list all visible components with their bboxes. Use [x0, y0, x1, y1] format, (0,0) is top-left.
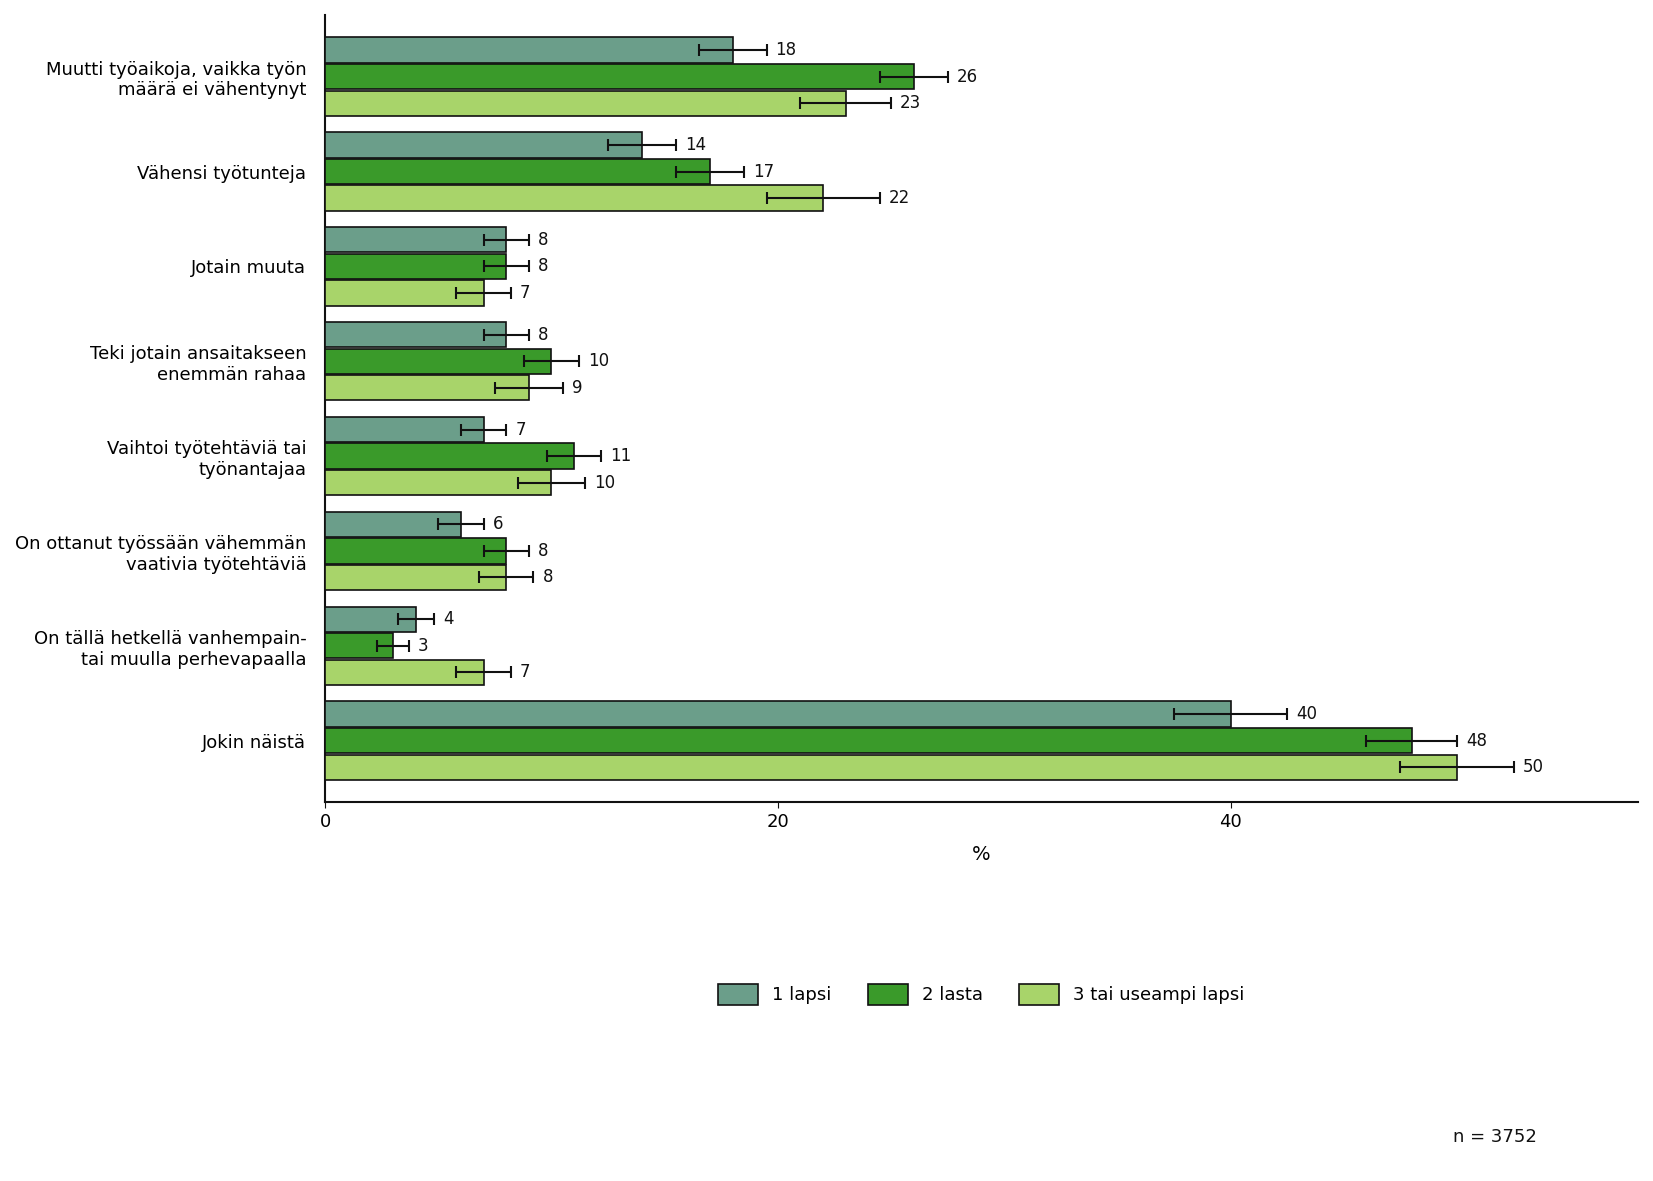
- Bar: [326, 254, 506, 279]
- Bar: [326, 91, 846, 116]
- Text: 22: 22: [889, 189, 911, 207]
- Text: 7: 7: [516, 420, 526, 438]
- Text: 23: 23: [901, 94, 921, 112]
- Bar: [326, 376, 529, 400]
- Text: 8: 8: [537, 542, 549, 560]
- Text: 7: 7: [519, 283, 531, 302]
- Bar: [326, 511, 461, 537]
- Text: 18: 18: [775, 41, 797, 59]
- Text: 6: 6: [493, 515, 503, 534]
- Bar: [326, 227, 506, 253]
- Text: 48: 48: [1466, 732, 1488, 750]
- Bar: [326, 443, 574, 469]
- Text: 17: 17: [752, 163, 774, 181]
- Bar: [326, 607, 415, 632]
- Bar: [326, 727, 1412, 753]
- Bar: [326, 417, 484, 442]
- Bar: [326, 633, 393, 659]
- Text: 8: 8: [537, 230, 549, 249]
- Text: 4: 4: [443, 611, 453, 628]
- Bar: [326, 185, 823, 210]
- Text: 9: 9: [572, 379, 582, 397]
- Bar: [326, 64, 914, 90]
- Bar: [326, 470, 552, 495]
- Text: 8: 8: [537, 257, 549, 275]
- Bar: [326, 159, 709, 184]
- Bar: [326, 565, 506, 590]
- Bar: [326, 660, 484, 685]
- Text: 10: 10: [588, 352, 608, 370]
- Text: 11: 11: [610, 448, 631, 465]
- Bar: [326, 132, 641, 157]
- Bar: [326, 322, 506, 347]
- Text: 3: 3: [418, 637, 428, 654]
- Text: 26: 26: [957, 67, 979, 86]
- Bar: [326, 348, 552, 374]
- Text: 14: 14: [684, 136, 706, 154]
- Text: n = 3752: n = 3752: [1453, 1128, 1537, 1146]
- Bar: [326, 539, 506, 563]
- Text: 10: 10: [595, 474, 615, 491]
- Text: 8: 8: [537, 326, 549, 344]
- Text: 7: 7: [519, 664, 531, 681]
- Text: 50: 50: [1522, 758, 1544, 776]
- Bar: [326, 280, 484, 306]
- Text: 8: 8: [542, 568, 552, 587]
- Bar: [326, 755, 1456, 779]
- Text: 40: 40: [1296, 705, 1317, 723]
- Legend: 1 lapsi, 2 lasta, 3 tai useampi lapsi: 1 lapsi, 2 lasta, 3 tai useampi lapsi: [709, 974, 1255, 1013]
- X-axis label: %: %: [972, 844, 990, 863]
- Bar: [326, 38, 732, 63]
- Bar: [326, 702, 1230, 726]
